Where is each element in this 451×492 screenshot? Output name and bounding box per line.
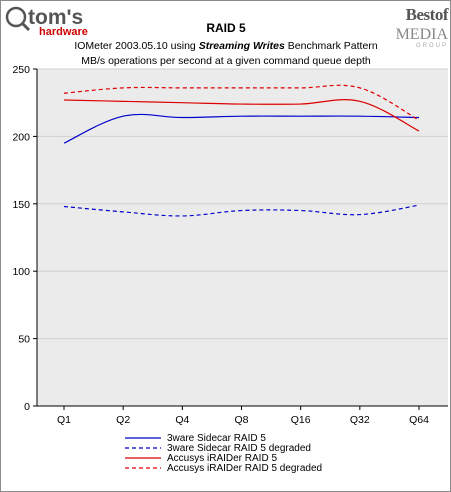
y-axis-ticks: 0 50 100 150 200 250 <box>12 64 37 413</box>
subtitle-post: Benchmark Pattern <box>285 40 378 52</box>
subtitle-bold: Streaming Writes <box>199 40 285 52</box>
subtitle-pre: IOMeter 2003.05.10 using <box>74 40 198 52</box>
x-tick-label: Q1 <box>57 414 71 426</box>
legend-label: 3ware Sidecar RAID 5 <box>167 433 266 444</box>
logo-ring-icon <box>5 6 27 28</box>
best-of-media-logo: Bestof MEDIA GROUP <box>396 5 450 49</box>
y-tick-label: 150 <box>12 199 30 211</box>
bestof-text: Bestof <box>406 5 449 24</box>
x-tick-label: Q4 <box>175 414 189 426</box>
chart-subtitle-line1: IOMeter 2003.05.10 using Streaming Write… <box>74 40 377 52</box>
legend-label: Accusys iRAIDer RAID 5 <box>167 453 277 464</box>
logo-handle-icon <box>20 21 31 32</box>
plot-area <box>37 69 448 406</box>
legend-label: Accusys iRAIDer RAID 5 degraded <box>167 463 322 474</box>
grid-lines <box>37 68 448 340</box>
chart-subtitle-line2: MB/s operations per second at a given co… <box>81 55 371 67</box>
x-tick-label: Q16 <box>291 414 311 426</box>
toms-hardware-logo: tom's hardware <box>5 6 88 38</box>
media-text: MEDIA <box>396 26 449 43</box>
x-tick-label: Q32 <box>350 414 370 426</box>
y-tick-label: 200 <box>12 131 30 143</box>
x-tick-label: Q8 <box>234 414 248 426</box>
chart-title: RAID 5 <box>206 21 246 35</box>
series-line-4 <box>63 84 420 121</box>
group-text: GROUP <box>416 43 448 49</box>
x-tick-label: Q2 <box>116 414 130 426</box>
y-tick-label: 0 <box>24 401 30 413</box>
y-tick-label: 250 <box>12 64 30 76</box>
logo-sub-text: hardware <box>39 26 88 38</box>
y-tick-label: 100 <box>12 266 30 278</box>
x-tick-label: Q64 <box>409 414 429 426</box>
series-lines <box>63 84 420 217</box>
series-line-1 <box>63 113 420 144</box>
series-line-3 <box>63 99 420 132</box>
series-line-2 <box>63 204 420 217</box>
y-tick-label: 50 <box>18 334 30 346</box>
legend-label: 3ware Sidecar RAID 5 degraded <box>167 443 311 454</box>
x-axis-ticks: Q1 Q2 Q4 Q8 Q16 Q32 Q64 <box>57 406 429 426</box>
logo-main-text: tom's <box>28 6 83 29</box>
